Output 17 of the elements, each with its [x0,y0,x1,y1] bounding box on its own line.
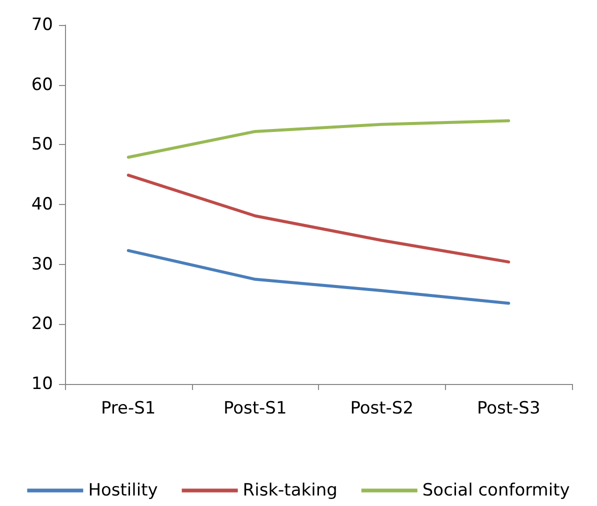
x-tick-label: Post-S1 [223,398,287,418]
legend-label: Hostility [88,480,158,500]
y-tick-label: 70 [31,15,53,35]
y-tick-label: 20 [31,314,53,334]
line-series [126,249,510,305]
y-tick-label: 40 [31,194,53,214]
line-series [126,119,510,159]
legend-label: Social conformity [422,480,570,500]
y-tick-label: 50 [31,134,53,155]
x-tick-label: Post-S3 [476,398,540,418]
x-tick-label: Pre-S1 [100,398,156,418]
line-series [126,174,510,264]
y-tick-label: 60 [31,74,53,95]
y-tick-label: 30 [31,254,53,274]
y-tick-label: 10 [31,374,53,394]
legend-label: Risk-taking [242,480,338,500]
x-tick-label: Post-S2 [350,398,414,418]
